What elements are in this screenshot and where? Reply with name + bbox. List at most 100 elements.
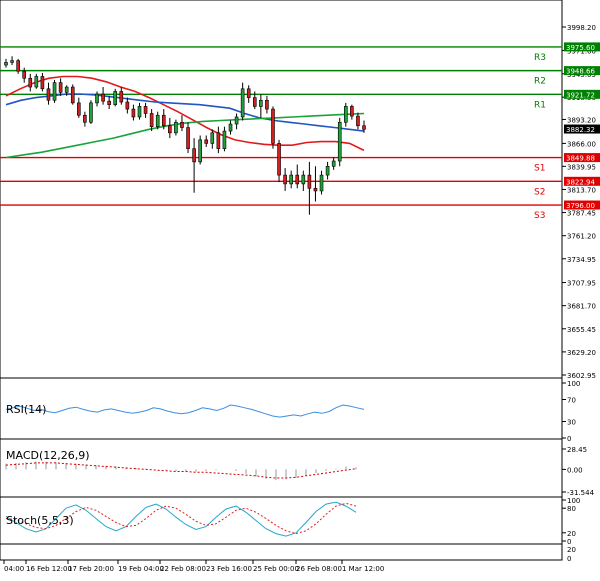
candle-body: [216, 132, 221, 149]
macd-panel: [0, 438, 563, 498]
price-tick-label: 3761.20: [567, 233, 596, 241]
candles: [4, 56, 366, 215]
candle-body: [295, 174, 300, 185]
price-tick-label: 3971.60: [567, 47, 596, 55]
main-panel: [0, 0, 563, 379]
candle-body: [125, 101, 130, 110]
level-price-label: 3822.94: [566, 178, 595, 186]
price-tick-label: 3681.70: [567, 303, 596, 311]
time-tick-label: 19 Feb 04:00: [118, 565, 164, 573]
candle-body: [204, 139, 209, 144]
candle-body: [155, 114, 160, 127]
level-name-r2: R2: [534, 77, 546, 87]
stoch-panel: [0, 496, 563, 545]
candle-body: [337, 121, 342, 162]
price-tick-label: 3629.20: [567, 349, 596, 357]
candle-body: [46, 88, 51, 101]
price-tick-label: 3707.95: [567, 280, 596, 288]
price-tick-label: 3839.95: [567, 163, 596, 171]
candle-body: [149, 113, 154, 127]
candle-body: [137, 106, 142, 118]
candle-body: [356, 115, 360, 127]
candle-body: [10, 60, 14, 63]
candle-body: [362, 125, 366, 130]
candle-body: [240, 88, 245, 118]
rsi-tick-label: 0: [567, 435, 571, 443]
candle-body: [34, 76, 39, 88]
candle-body: [301, 174, 306, 185]
macd-signal-line: [5, 462, 357, 479]
level-price-label: 3921.72: [566, 91, 595, 99]
extra-tick-label: 0: [567, 555, 571, 563]
candle-body: [259, 99, 263, 107]
candle-body: [174, 121, 178, 134]
candle-body: [89, 102, 93, 123]
stoch-tick-label: 100: [567, 497, 580, 505]
candle-body: [143, 106, 148, 114]
candle-body: [119, 91, 124, 103]
stoch-tick-label: 0: [567, 538, 571, 546]
candle-body: [307, 174, 312, 189]
extra-tick-label: 20: [567, 546, 576, 554]
moving-averages: [5, 75, 365, 159]
level-price-box: [564, 153, 600, 163]
candle-body: [113, 91, 118, 105]
macd-tick-label: -31.544: [567, 489, 595, 497]
candle-body: [331, 160, 336, 167]
candle-body: [277, 143, 281, 176]
candle-body: [210, 132, 215, 144]
rsi-title: RSI(14): [6, 403, 46, 416]
level-name-r3: R3: [534, 53, 546, 63]
level-price-label: 3975.60: [566, 44, 595, 52]
candle-body: [246, 88, 251, 98]
candle-body: [192, 148, 196, 163]
level-price-box: [564, 176, 600, 186]
level-price-label: 3849.88: [566, 155, 595, 163]
level-price-box: [564, 66, 600, 76]
candle-body: [234, 116, 239, 125]
candle-body: [186, 127, 190, 149]
moving-average-2: [5, 93, 365, 132]
time-tick-label: 1 Mar 12:00: [342, 565, 384, 573]
time-tick-label: 22 Feb 08:00: [160, 565, 206, 573]
candle-body: [131, 108, 136, 118]
time-tick-label: 25 Feb 00:00: [253, 565, 299, 573]
candle-body: [283, 174, 287, 185]
candle-body: [16, 60, 20, 72]
candle-body: [4, 62, 8, 66]
level-price-box: [564, 200, 600, 210]
candle-body: [222, 130, 227, 149]
time-tick-label: 17 Feb 20:00: [68, 565, 114, 573]
price-tick-label: 3998.20: [567, 24, 596, 32]
candle-body: [271, 108, 275, 144]
price-tick-label: 3655.45: [567, 326, 596, 334]
level-price-label: 3796.00: [566, 202, 595, 210]
price-tick-label: 3734.95: [567, 256, 596, 264]
time-tick-label: 04:00: [4, 565, 24, 573]
candle-body: [180, 121, 184, 128]
macd-title: MACD(12,26,9): [6, 449, 90, 462]
candle-body: [313, 187, 318, 192]
level-price-box: [564, 42, 600, 52]
price-tick-label: 3602.95: [567, 372, 596, 380]
rsi-tick-label: 70: [567, 397, 576, 405]
candle-body: [350, 106, 354, 117]
level-name-r1: R1: [534, 100, 546, 110]
candle-body: [58, 82, 63, 93]
time-tick-label: 26 Feb 08:00: [296, 565, 342, 573]
candle-body: [107, 100, 111, 105]
candle-body: [228, 123, 233, 132]
price-tick-label: 3813.70: [567, 186, 596, 194]
candle-body: [161, 114, 166, 127]
level-name-s1: S1: [534, 164, 545, 174]
level-price-box: [564, 89, 600, 99]
stoch-tick-label: 20: [567, 530, 576, 538]
price-level-labels: 3975.60 3948.66 3921.72 3849.88 3822.94 3796.…: [564, 42, 600, 210]
rsi-line: [5, 404, 365, 418]
macd-tick-label: 0.00: [567, 466, 583, 474]
price-tick-label: 3787.45: [567, 210, 596, 218]
price-tick-label: 3893.20: [567, 116, 596, 124]
current-price-box: [564, 124, 600, 134]
